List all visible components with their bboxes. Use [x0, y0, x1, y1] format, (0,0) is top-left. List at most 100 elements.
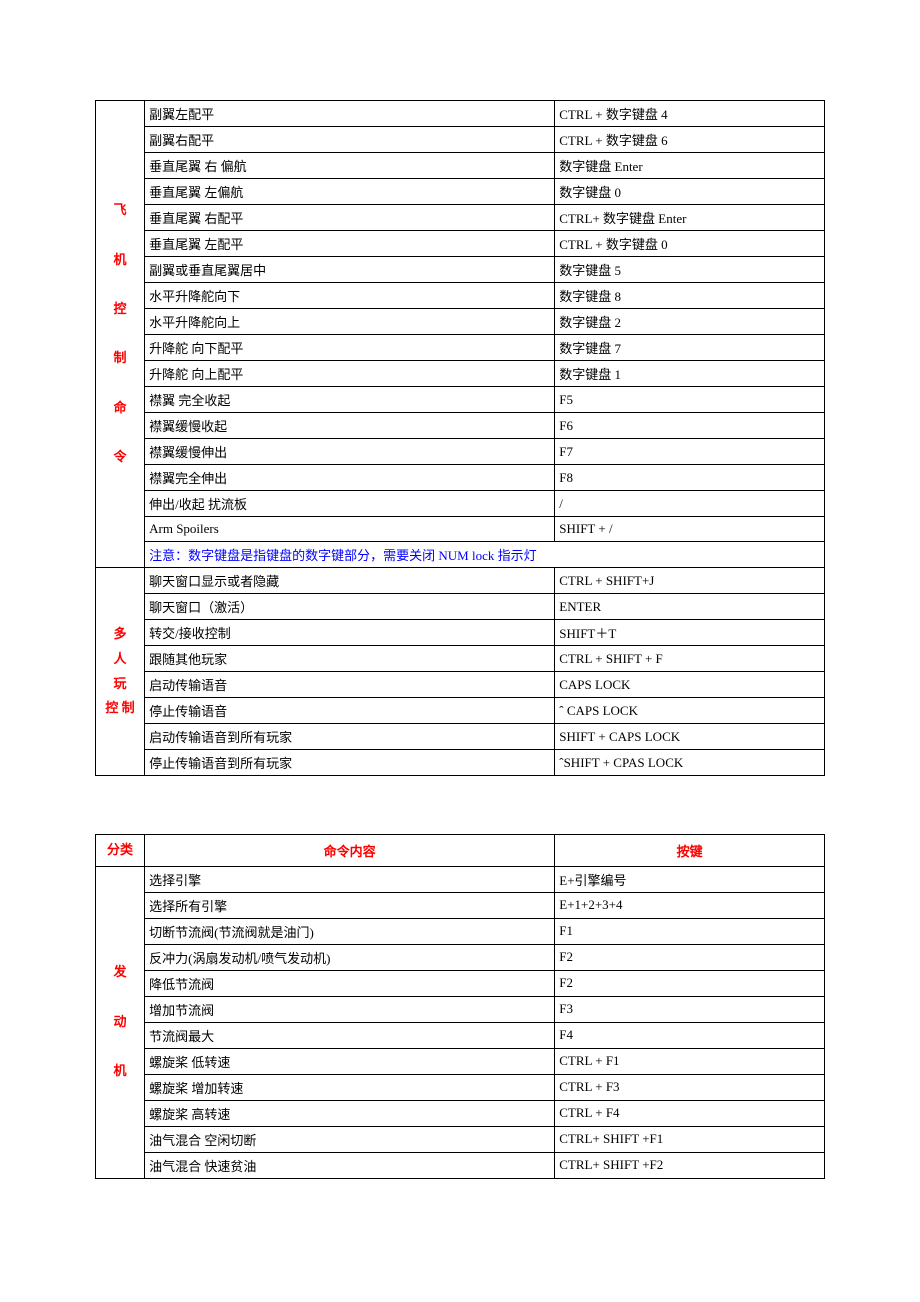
command-cell: 升降舵 向上配平	[145, 361, 555, 387]
table-row: 垂直尾翼 右配平CTRL+ 数字键盘 Enter	[96, 205, 825, 231]
table-row: 聊天窗口（激活）ENTER	[96, 594, 825, 620]
table-row: 升降舵 向上配平数字键盘 1	[96, 361, 825, 387]
command-cell: 伸出/收起 扰流板	[145, 491, 555, 517]
table-row: 襟翼 完全收起F5	[96, 387, 825, 413]
command-cell: 垂直尾翼 右配平	[145, 205, 555, 231]
key-cell: CAPS LOCK	[555, 672, 825, 698]
key-cell: SHIFT + CAPS LOCK	[555, 724, 825, 750]
table-row: 发动机选择引擎E+引擎编号	[96, 866, 825, 892]
table-row: 反冲力(涡扇发动机/喷气发动机)F2	[96, 944, 825, 970]
key-cell: 数字键盘 5	[555, 257, 825, 283]
table-row: 螺旋桨 高转速CTRL + F4	[96, 1100, 825, 1126]
key-cell: 数字键盘 0	[555, 179, 825, 205]
key-cell: CTRL + F1	[555, 1048, 825, 1074]
category-cell: 飞机控制命令	[96, 101, 145, 568]
command-cell: 襟翼缓慢收起	[145, 413, 555, 439]
command-cell: 油气混合 空闲切断	[145, 1126, 555, 1152]
key-cell: CTRL + 数字键盘 6	[555, 127, 825, 153]
header-category: 分类	[96, 835, 145, 867]
table-row: 水平升降舵向上数字键盘 2	[96, 309, 825, 335]
keyboard-shortcuts-table-2: 分类命令内容按键发动机选择引擎E+引擎编号选择所有引擎E+1+2+3+4切断节流…	[95, 834, 825, 1179]
table-row: 降低节流阀F2	[96, 970, 825, 996]
command-cell: 副翼或垂直尾翼居中	[145, 257, 555, 283]
command-cell: 油气混合 快速贫油	[145, 1152, 555, 1178]
table-row: 螺旋桨 低转速CTRL + F1	[96, 1048, 825, 1074]
command-cell: 启动传输语音到所有玩家	[145, 724, 555, 750]
table-row: 增加节流阀F3	[96, 996, 825, 1022]
header-command: 命令内容	[145, 835, 555, 867]
table-row: 转交/接收控制SHIFT＋T	[96, 620, 825, 646]
command-cell: 垂直尾翼 左配平	[145, 231, 555, 257]
command-cell: 选择所有引擎	[145, 892, 555, 918]
table-row: 升降舵 向下配平数字键盘 7	[96, 335, 825, 361]
table-row: 襟翼完全伸出F8	[96, 465, 825, 491]
header-key: 按键	[555, 835, 825, 867]
key-cell: 数字键盘 Enter	[555, 153, 825, 179]
key-cell: E+1+2+3+4	[555, 892, 825, 918]
command-cell: 聊天窗口（激活）	[145, 594, 555, 620]
table-row: 油气混合 空闲切断CTRL+ SHIFT +F1	[96, 1126, 825, 1152]
command-cell: 水平升降舵向下	[145, 283, 555, 309]
command-cell: 副翼右配平	[145, 127, 555, 153]
key-cell: CTRL + 数字键盘 4	[555, 101, 825, 127]
command-cell: 副翼左配平	[145, 101, 555, 127]
table-row: 油气混合 快速贫油CTRL+ SHIFT +F2	[96, 1152, 825, 1178]
command-cell: 停止传输语音到所有玩家	[145, 750, 555, 776]
table-row: 停止传输语音ˆ CAPS LOCK	[96, 698, 825, 724]
key-cell: E+引擎编号	[555, 866, 825, 892]
table-row: 螺旋桨 增加转速CTRL + F3	[96, 1074, 825, 1100]
command-cell: 反冲力(涡扇发动机/喷气发动机)	[145, 944, 555, 970]
command-cell: 襟翼 完全收起	[145, 387, 555, 413]
key-cell: CTRL+ SHIFT +F2	[555, 1152, 825, 1178]
key-cell: 数字键盘 1	[555, 361, 825, 387]
command-cell: 襟翼完全伸出	[145, 465, 555, 491]
key-cell: CTRL+ SHIFT +F1	[555, 1126, 825, 1152]
table-row: 垂直尾翼 右 偏航数字键盘 Enter	[96, 153, 825, 179]
key-cell: CTRL + SHIFT + F	[555, 646, 825, 672]
key-cell: F5	[555, 387, 825, 413]
key-cell: F2	[555, 944, 825, 970]
command-cell: 降低节流阀	[145, 970, 555, 996]
command-cell: 螺旋桨 高转速	[145, 1100, 555, 1126]
key-cell: 数字键盘 7	[555, 335, 825, 361]
command-cell: 螺旋桨 低转速	[145, 1048, 555, 1074]
table-row: 停止传输语音到所有玩家ˆSHIFT + CPAS LOCK	[96, 750, 825, 776]
table-row: 襟翼缓慢伸出F7	[96, 439, 825, 465]
key-cell: F8	[555, 465, 825, 491]
command-cell: 转交/接收控制	[145, 620, 555, 646]
command-cell: 选择引擎	[145, 866, 555, 892]
key-cell: CTRL + F3	[555, 1074, 825, 1100]
key-cell: ˆ CAPS LOCK	[555, 698, 825, 724]
key-cell: F4	[555, 1022, 825, 1048]
key-cell: CTRL + F4	[555, 1100, 825, 1126]
key-cell: F6	[555, 413, 825, 439]
table-row: 节流阀最大F4	[96, 1022, 825, 1048]
table-row: 襟翼缓慢收起F6	[96, 413, 825, 439]
table-row: Arm SpoilersSHIFT + /	[96, 517, 825, 542]
command-cell: 增加节流阀	[145, 996, 555, 1022]
table-row: 多人玩控 制聊天窗口显示或者隐藏CTRL + SHIFT+J	[96, 568, 825, 594]
table-row: 选择所有引擎E+1+2+3+4	[96, 892, 825, 918]
command-cell: 螺旋桨 增加转速	[145, 1074, 555, 1100]
key-cell: 数字键盘 2	[555, 309, 825, 335]
table-row: 启动传输语音CAPS LOCK	[96, 672, 825, 698]
note-cell: 注意：数字键盘是指键盘的数字键部分，需要关闭 NUM lock 指示灯	[145, 542, 825, 568]
command-cell: 跟随其他玩家	[145, 646, 555, 672]
command-cell: 切断节流阀(节流阀就是油门)	[145, 918, 555, 944]
table-row: 副翼或垂直尾翼居中数字键盘 5	[96, 257, 825, 283]
key-cell: F1	[555, 918, 825, 944]
key-cell: F2	[555, 970, 825, 996]
command-cell: Arm Spoilers	[145, 517, 555, 542]
table-row: 副翼右配平CTRL + 数字键盘 6	[96, 127, 825, 153]
table-row: 跟随其他玩家CTRL + SHIFT + F	[96, 646, 825, 672]
command-cell: 启动传输语音	[145, 672, 555, 698]
table-header-row: 分类命令内容按键	[96, 835, 825, 867]
table-row: 注意：数字键盘是指键盘的数字键部分，需要关闭 NUM lock 指示灯	[96, 542, 825, 568]
command-cell: 节流阀最大	[145, 1022, 555, 1048]
command-cell: 水平升降舵向上	[145, 309, 555, 335]
key-cell: ENTER	[555, 594, 825, 620]
command-cell: 垂直尾翼 右 偏航	[145, 153, 555, 179]
table-row: 垂直尾翼 左偏航数字键盘 0	[96, 179, 825, 205]
key-cell: ˆSHIFT + CPAS LOCK	[555, 750, 825, 776]
key-cell: F3	[555, 996, 825, 1022]
